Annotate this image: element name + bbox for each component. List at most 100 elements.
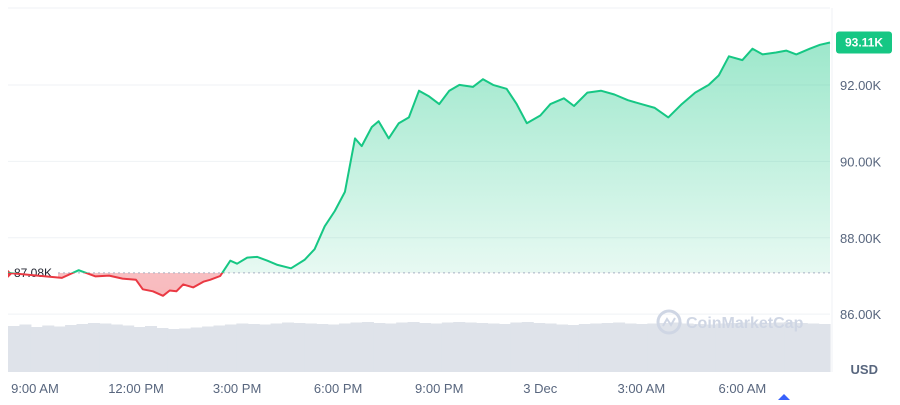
data-point[interactable] (774, 50, 779, 55)
volume-bar (544, 323, 557, 372)
data-point[interactable] (666, 115, 671, 120)
data-point[interactable] (167, 288, 172, 293)
data-point[interactable] (716, 73, 721, 78)
data-point[interactable] (235, 261, 240, 266)
data-point[interactable] (750, 46, 755, 51)
volume-bar (224, 324, 237, 372)
data-point[interactable] (218, 273, 223, 278)
data-point[interactable] (524, 121, 529, 126)
data-point[interactable] (639, 102, 644, 107)
data-point[interactable] (140, 287, 145, 292)
data-point[interactable] (706, 82, 711, 87)
price-line-down[interactable] (7, 43, 830, 297)
data-point[interactable] (150, 289, 155, 294)
data-point[interactable] (491, 82, 496, 87)
data-point[interactable] (245, 255, 250, 260)
volume-bar (601, 323, 614, 372)
data-point[interactable] (93, 274, 98, 279)
price-line[interactable] (6, 40, 833, 298)
data-point[interactable] (571, 103, 576, 108)
price-line-up[interactable] (7, 41, 831, 296)
data-point[interactable] (470, 84, 475, 89)
data-point[interactable] (504, 86, 509, 91)
volume-bar (670, 322, 683, 372)
data-point[interactable] (481, 77, 486, 82)
data-point[interactable] (538, 113, 543, 118)
data-point[interactable] (457, 82, 462, 87)
range-handle-icon[interactable] (778, 394, 790, 400)
data-point[interactable] (652, 105, 657, 110)
data-point[interactable] (288, 266, 293, 271)
data-point[interactable] (396, 121, 401, 126)
data-point[interactable] (174, 289, 179, 294)
data-point[interactable] (265, 258, 270, 263)
volume-bar (259, 324, 272, 372)
data-point[interactable] (612, 92, 617, 97)
volume-bar (179, 328, 192, 372)
data-point[interactable] (447, 88, 452, 93)
data-point[interactable] (228, 258, 233, 263)
volume-bar (556, 324, 569, 372)
current-price-badge: 93.11K (778, 31, 892, 400)
data-point[interactable] (386, 136, 391, 141)
data-point[interactable] (625, 98, 630, 103)
data-point[interactable] (352, 136, 357, 141)
data-point[interactable] (598, 88, 603, 93)
data-point[interactable] (369, 124, 374, 129)
data-point[interactable] (561, 96, 566, 101)
data-point[interactable] (417, 88, 422, 93)
volume-bar (647, 323, 660, 372)
data-point[interactable] (332, 209, 337, 214)
volume-bar (510, 322, 523, 372)
volume-bar (293, 323, 306, 372)
data-point[interactable] (807, 46, 812, 51)
data-point[interactable] (312, 247, 317, 252)
data-point[interactable] (794, 52, 799, 57)
data-point[interactable] (208, 277, 213, 282)
data-point[interactable] (437, 102, 442, 107)
data-point[interactable] (201, 279, 206, 284)
volume-bar (727, 323, 740, 372)
data-point[interactable] (828, 40, 833, 45)
data-point[interactable] (817, 42, 822, 47)
data-point[interactable] (107, 273, 112, 278)
area-fill-up (8, 42, 830, 273)
x-tick-label: 6:00 AM (719, 381, 767, 396)
data-point[interactable] (784, 48, 789, 53)
data-point[interactable] (120, 276, 125, 281)
volume-bar (590, 323, 603, 372)
data-point[interactable] (585, 90, 590, 95)
data-point[interactable] (322, 224, 327, 229)
data-point[interactable] (740, 58, 745, 63)
data-point[interactable] (302, 257, 307, 262)
data-point[interactable] (6, 270, 11, 275)
data-point[interactable] (760, 52, 765, 57)
data-point[interactable] (59, 275, 64, 280)
data-point[interactable] (191, 285, 196, 290)
data-point[interactable] (376, 119, 381, 124)
data-point[interactable] (514, 102, 519, 107)
data-point[interactable] (693, 90, 698, 95)
data-point[interactable] (359, 144, 364, 149)
data-point[interactable] (427, 94, 432, 99)
data-point[interactable] (406, 115, 411, 120)
data-point[interactable] (275, 262, 280, 267)
volume-bar (282, 322, 295, 372)
data-point[interactable] (679, 102, 684, 107)
y-axis: 86.00K 88.00K 90.00K 92.00K USD (840, 78, 882, 377)
data-point[interactable] (255, 254, 260, 259)
data-point[interactable] (76, 268, 81, 273)
volume-bar (498, 324, 511, 372)
x-tick-label: 3:00 PM (213, 381, 261, 396)
data-point[interactable] (726, 54, 731, 59)
volume-bar (624, 323, 637, 372)
data-point[interactable] (181, 282, 186, 287)
volume-bar (316, 324, 329, 372)
data-point[interactable] (134, 277, 139, 282)
volume-bar (190, 327, 203, 372)
data-point[interactable] (548, 102, 553, 107)
data-point[interactable] (342, 189, 347, 194)
data-point[interactable] (160, 293, 165, 298)
